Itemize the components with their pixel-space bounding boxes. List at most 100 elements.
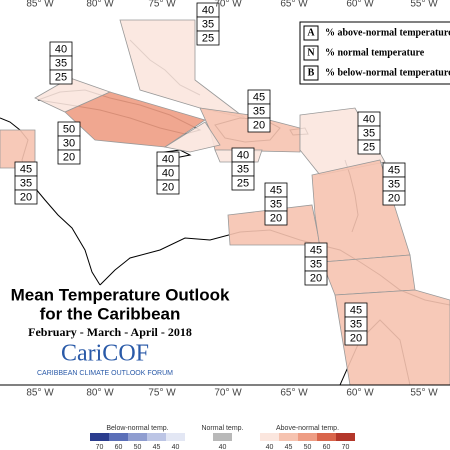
legend: A % above-normal temperature N % normal tem…	[299, 21, 450, 85]
region	[321, 254, 416, 296]
legend-box	[299, 21, 450, 85]
probability-label: 35	[388, 178, 400, 190]
colorbar-swatch	[147, 433, 166, 441]
colorbar-label: Normal temp.	[201, 425, 243, 432]
probability-label: 20	[253, 119, 265, 131]
season: February - March - April - 2018	[28, 325, 192, 339]
colorbar-swatch	[336, 433, 355, 441]
colorbar-swatch	[260, 433, 279, 441]
longitude-label: 80° W	[86, 388, 114, 399]
colorbar-tick: 50	[134, 444, 142, 450]
probability-label: 45	[253, 91, 265, 103]
probability-label: 35	[350, 318, 362, 330]
colorbar-tick: 45	[153, 444, 161, 450]
probability-label: 45	[270, 184, 282, 196]
probability-label: 20	[310, 272, 322, 284]
regions	[0, 19, 450, 386]
colorbar-tick: 60	[323, 444, 331, 450]
probability-label: 25	[202, 32, 214, 44]
probability-label: 25	[363, 141, 375, 153]
label-cell	[264, 210, 288, 226]
probability-label: 40	[55, 43, 67, 55]
probability-label: 35	[20, 177, 32, 189]
legend-letter-box	[303, 25, 319, 41]
probability-label: 35	[270, 198, 282, 210]
colorbar-swatch	[298, 433, 317, 441]
probability-label: 20	[20, 191, 32, 203]
title: Mean Temperature Outlook	[11, 285, 230, 304]
colorbar-swatch	[317, 433, 336, 441]
colorbar-swatch	[128, 433, 147, 441]
label-cell	[156, 179, 180, 195]
legend-text: % below-normal temperature	[325, 67, 450, 78]
probability-label: 40	[237, 149, 249, 161]
colorbar-swatch	[279, 433, 298, 441]
label-cell	[57, 149, 81, 165]
probability-label: 35	[310, 258, 322, 270]
legend-letter: N	[307, 47, 315, 58]
colorbar-label: Above-normal temp.	[276, 425, 339, 432]
colorbar-tick: 60	[115, 444, 123, 450]
longitude-label: 70° W	[214, 0, 242, 10]
longitude-label: 55° W	[410, 388, 438, 399]
probability-label: 45	[388, 164, 400, 176]
region	[163, 121, 221, 153]
longitude-labels: 85° W 85° W 80° W 80° W 75° W 75° W 70° W 70° W…	[26, 0, 438, 399]
label-cell	[196, 30, 220, 46]
longitude-label: 75° W	[148, 0, 176, 10]
longitude-label: 75° W	[148, 388, 176, 399]
probability-label: 40	[162, 167, 174, 179]
colorbar-swatch	[109, 433, 128, 441]
probability-label: 20	[388, 192, 400, 204]
central-america-coast	[0, 117, 101, 286]
longitude-label: 65° W	[280, 0, 308, 10]
longitude-label: 60° W	[346, 388, 374, 399]
longitude-label: 55° W	[410, 0, 438, 10]
colorbar-tick: 40	[266, 444, 274, 450]
label-cell	[231, 175, 255, 191]
logo-tagline: CARIBBEAN CLIMATE OUTLOOK FORUM	[37, 370, 173, 377]
logo-name: CariCOF	[61, 341, 149, 367]
colorbar-tick: 50	[304, 444, 312, 450]
legend-text: % normal temperature	[325, 47, 425, 58]
label-cell	[357, 139, 381, 155]
legend-letter: B	[308, 67, 315, 78]
legend-letter-box	[303, 45, 319, 61]
probability-label: 25	[55, 71, 67, 83]
label-cell	[49, 69, 73, 85]
probability-label: 35	[253, 105, 265, 117]
label-cell	[304, 270, 328, 286]
probability-label: 40	[162, 153, 174, 165]
probability-label: 45	[310, 244, 322, 256]
probability-label: 35	[237, 163, 249, 175]
probability-label: 45	[350, 304, 362, 316]
colorbar-tick: 45	[285, 444, 293, 450]
longitude-label: 65° W	[280, 388, 308, 399]
probability-label: 35	[202, 18, 214, 30]
probability-label: 20	[270, 212, 282, 224]
colorbar-swatch	[213, 433, 232, 441]
longitude-label: 60° W	[346, 0, 374, 10]
legend-letter-box	[303, 65, 319, 81]
probability-label: 30	[63, 137, 75, 149]
region	[64, 91, 206, 148]
colorbar-swatch	[166, 433, 185, 441]
probability-label: 35	[55, 57, 67, 69]
probability-label: 35	[363, 127, 375, 139]
label-cell	[14, 189, 38, 205]
legend-text: % above-normal temperature	[325, 27, 450, 38]
longitude-label: 80° W	[86, 0, 114, 10]
colorbar-tick: 40	[172, 444, 180, 450]
probability-label: 40	[202, 4, 214, 16]
legend-letter: A	[307, 27, 315, 38]
colorbar-swatch	[90, 433, 109, 441]
colorbar-tick: 70	[96, 444, 104, 450]
colorbar: Below-normal temp. 70 60 50 45 40 Normal temp.…	[90, 425, 355, 450]
probability-label: 20	[350, 332, 362, 344]
label-cell	[344, 330, 368, 346]
probability-label: 20	[63, 151, 75, 163]
label-cell	[247, 117, 271, 133]
colorbar-label: Below-normal temp.	[106, 425, 168, 432]
subtitle: for the Caribbean	[40, 304, 181, 323]
